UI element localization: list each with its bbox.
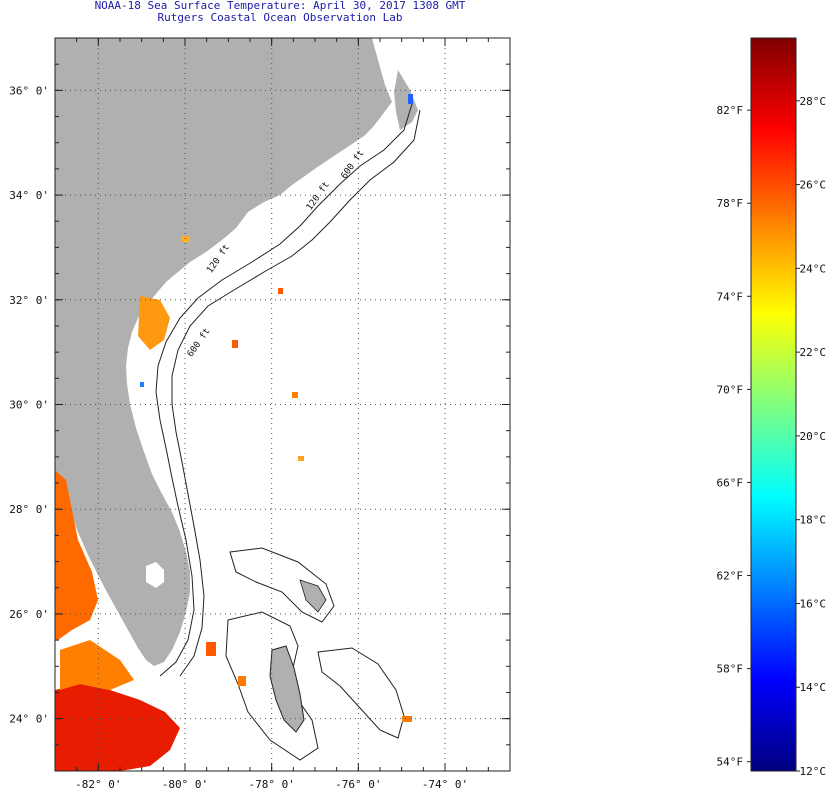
contour-120ft [155,103,413,677]
colorbar-f-label: 58°F [717,663,744,676]
colorbar-f-label: 78°F [717,197,744,210]
land-mainland [55,38,392,666]
colorbar-c-label: 28°C [800,95,827,108]
sst-patch [278,288,283,294]
sst-patch [232,340,238,348]
colorbar-f-label: 82°F [717,104,744,117]
sst-patch [238,676,246,686]
sst-patch-cool [408,94,413,104]
colorbar-f-label: 74°F [717,290,744,303]
sst-georgia-warm [138,296,170,350]
colorbar-f-label: 66°F [717,476,744,489]
sst-patch [206,642,216,656]
lon-tick-label: -80° 0' [162,778,208,791]
sst-patch [402,716,412,722]
lon-tick-label: -82° 0' [75,778,121,791]
colorbar-f-label: 70°F [717,383,744,396]
contour-600ft [171,109,421,677]
lake-okeechobee [146,562,164,588]
colorbar-c-label: 24°C [800,262,827,275]
colorbar-c-label: 20°C [800,430,827,443]
lat-tick-label: 30° 0' [9,399,49,412]
sst-keys-hot [55,684,180,771]
colorbar-c-label: 22°C [800,346,827,359]
sst-keys-warm [60,640,134,690]
lon-tick-label: -74° 0' [422,778,468,791]
graticule [55,38,510,771]
sst-patch [292,392,298,398]
colorbar-c-label: 16°C [800,597,827,610]
land-andros [269,645,305,733]
lon-tick-label: -76° 0' [335,778,381,791]
sst-gulf-warm [55,470,98,640]
lat-tick-label: 28° 0' [9,503,49,516]
colorbar-c-label: 12°C [800,765,827,778]
land-outer-banks [394,70,418,130]
sst-patch [298,456,304,461]
bahamas-bank-east [317,647,405,739]
lon-tick-label: -78° 0' [248,778,294,791]
axis-ticks [54,37,511,772]
lat-tick-label: 26° 0' [9,608,49,621]
map-title: NOAA-18 Sea Surface Temperature: April 3… [94,0,466,12]
lat-tick-label: 24° 0' [9,713,49,726]
map-subtitle: Rutgers Coastal Ocean Observation Lab [157,11,403,24]
colorbar-c-label: 14°C [800,681,827,694]
colorbar [750,37,797,772]
colorbar-f-label: 54°F [717,756,744,769]
colorbar-c-label: 18°C [800,514,827,527]
longitude-labels: -82° 0' -80° 0' -78° 0' -76° 0' -74° 0' [75,778,468,791]
colorbar-f-label: 62°F [717,570,744,583]
sst-patch-cool [140,382,144,387]
sst-patch [182,236,190,242]
latitude-labels: 36° 0' 34° 0' 32° 0' 30° 0' 28° 0' 26° 0' 24° … [9,84,49,725]
lat-tick-label: 36° 0' [9,84,49,97]
colorbar-c-label: 26°C [800,179,827,192]
lat-tick-label: 34° 0' [9,189,49,202]
bahamas-bank-little [229,547,335,623]
colorbar-labels: 82°F 78°F 74°F 70°F 66°F 62°F 58°F 54°F 28°C 26°C… [717,95,827,778]
land-abaco [299,579,327,613]
lat-tick-label: 32° 0' [9,294,49,307]
